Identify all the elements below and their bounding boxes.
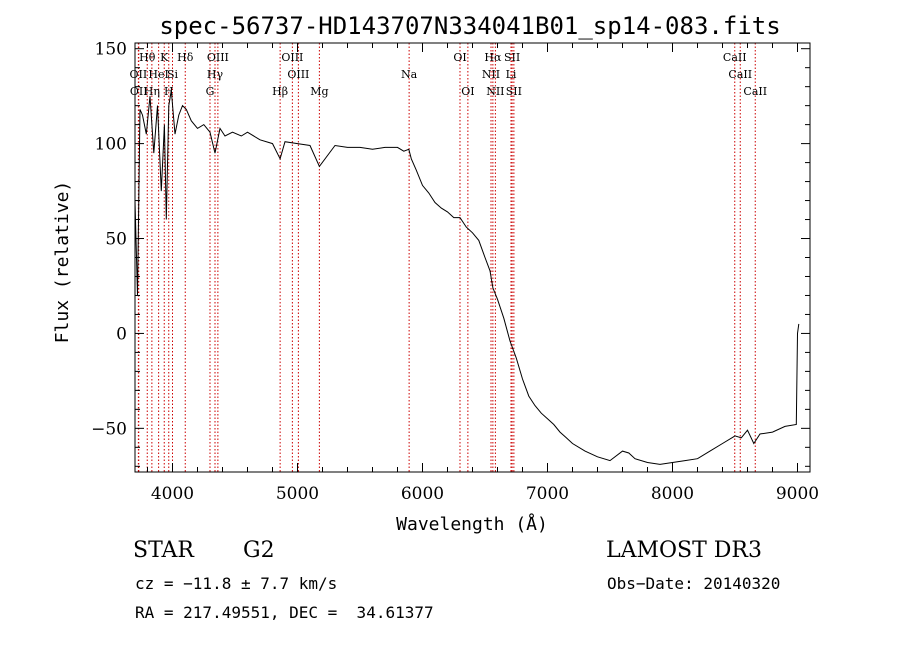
y-tick-label: 50 xyxy=(105,230,127,250)
line-label: OIII xyxy=(207,51,229,64)
y-axis-ticks: −50 0 50 100 150 xyxy=(91,40,810,467)
object-subclass: G2 xyxy=(243,538,275,563)
x-tick-label: 7000 xyxy=(526,484,569,504)
x-tick-label: 6000 xyxy=(401,484,444,504)
line-label: Mg xyxy=(310,85,328,98)
line-label: Hδ xyxy=(177,51,194,64)
line-label: CaII xyxy=(743,85,767,98)
spectral-line-markers xyxy=(137,43,756,472)
line-label: K xyxy=(160,51,169,64)
line-label: OIII xyxy=(287,68,309,81)
line-label: HeI xyxy=(148,68,168,81)
x-tick-label: 8000 xyxy=(651,484,694,504)
y-tick-label: 0 xyxy=(116,324,127,344)
survey-name: LAMOST DR3 xyxy=(606,538,762,563)
line-label: Na xyxy=(401,68,418,81)
line-label: Si xyxy=(167,68,179,81)
x-tick-label: 5000 xyxy=(276,484,319,504)
line-label: Hη xyxy=(144,85,160,98)
x-axis-label: Wavelength (Å) xyxy=(396,513,548,535)
plot-frame xyxy=(134,42,811,473)
line-label: OII xyxy=(130,85,148,98)
y-tick-label: 150 xyxy=(95,40,127,60)
x-axis-ticks: 4000 5000 6000 7000 8000 9000 xyxy=(147,43,819,504)
line-label: Hθ xyxy=(139,51,156,64)
line-label: OI xyxy=(453,51,466,64)
line-label: Hγ xyxy=(207,68,224,81)
line-label: Li xyxy=(506,68,517,81)
line-label: CaII xyxy=(723,51,747,64)
chart-title: spec-56737-HD143707N334041B01_sp14-083.f… xyxy=(159,12,780,40)
y-tick-label: −50 xyxy=(91,419,127,439)
spectrum-line xyxy=(134,90,800,465)
object-class: STAR xyxy=(133,538,194,563)
line-label: NII xyxy=(486,85,504,98)
redshift-velocity: cz = −11.8 ± 7.7 km/s xyxy=(135,574,338,593)
x-tick-label: 9000 xyxy=(776,484,819,504)
line-label: SII xyxy=(506,85,522,98)
line-label: Hα xyxy=(484,51,502,64)
x-tick-label: 4000 xyxy=(151,484,194,504)
line-label: SII xyxy=(504,51,520,64)
y-tick-label: 100 xyxy=(95,135,127,155)
coordinates: RA = 217.49551, DEC = 34.61377 xyxy=(135,603,434,622)
line-label: H xyxy=(164,85,174,98)
line-label: Hβ xyxy=(272,85,288,98)
line-label: NII xyxy=(482,68,500,81)
line-label: OIII xyxy=(281,51,303,64)
line-label: OII xyxy=(130,68,148,81)
y-axis-label: Flux (relative) xyxy=(52,181,73,344)
line-label: CaII xyxy=(728,68,752,81)
line-label: G xyxy=(206,85,215,98)
observation-date: Obs−Date: 20140320 xyxy=(607,574,781,593)
line-label: OI xyxy=(461,85,474,98)
